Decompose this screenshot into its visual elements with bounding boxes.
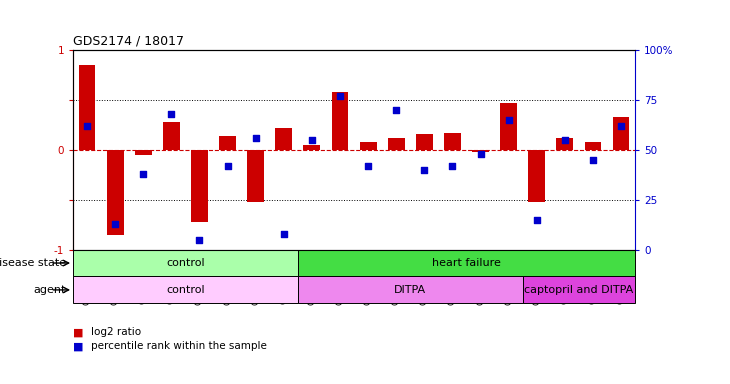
Point — [306, 137, 318, 143]
Bar — [523, 276, 635, 303]
Bar — [472, 150, 489, 152]
Point — [81, 123, 93, 129]
Bar — [444, 133, 461, 150]
Point — [531, 217, 542, 223]
Point — [587, 157, 599, 163]
Bar — [219, 136, 236, 150]
Bar — [304, 145, 320, 150]
Bar — [107, 150, 123, 235]
Point — [391, 107, 402, 113]
Bar — [247, 150, 264, 202]
Point — [137, 170, 149, 177]
Point — [222, 163, 234, 169]
Point — [193, 237, 205, 243]
Bar — [79, 65, 96, 150]
Point — [334, 93, 346, 99]
Bar — [135, 150, 152, 155]
Bar — [388, 138, 404, 150]
Point — [418, 167, 430, 173]
Point — [278, 230, 290, 237]
Text: captopril and DITPA: captopril and DITPA — [524, 285, 634, 295]
Bar — [298, 250, 635, 276]
Bar — [331, 92, 348, 150]
Text: ■: ■ — [73, 327, 83, 337]
Bar — [556, 138, 573, 150]
Bar — [275, 128, 292, 150]
Text: agent: agent — [34, 285, 66, 295]
Bar — [73, 250, 298, 276]
Bar — [585, 142, 602, 150]
Point — [447, 163, 458, 169]
Bar — [298, 276, 523, 303]
Bar — [612, 117, 629, 150]
Text: log2 ratio: log2 ratio — [91, 327, 142, 337]
Bar — [416, 134, 433, 150]
Point — [615, 123, 627, 129]
Point — [166, 111, 177, 117]
Text: percentile rank within the sample: percentile rank within the sample — [91, 341, 267, 351]
Text: control: control — [166, 258, 204, 268]
Text: control: control — [166, 285, 204, 295]
Bar — [191, 150, 208, 222]
Text: heart failure: heart failure — [432, 258, 501, 268]
Point — [110, 220, 121, 227]
Bar — [73, 276, 298, 303]
Bar — [529, 150, 545, 202]
Text: DITPA: DITPA — [394, 285, 426, 295]
Bar — [163, 122, 180, 150]
Text: ■: ■ — [73, 341, 83, 351]
Point — [503, 117, 515, 123]
Bar — [500, 103, 517, 150]
Text: disease state: disease state — [0, 258, 66, 268]
Point — [474, 151, 486, 157]
Point — [362, 163, 374, 169]
Point — [559, 137, 571, 143]
Bar — [360, 142, 377, 150]
Point — [250, 135, 261, 141]
Text: GDS2174 / 18017: GDS2174 / 18017 — [73, 34, 184, 47]
